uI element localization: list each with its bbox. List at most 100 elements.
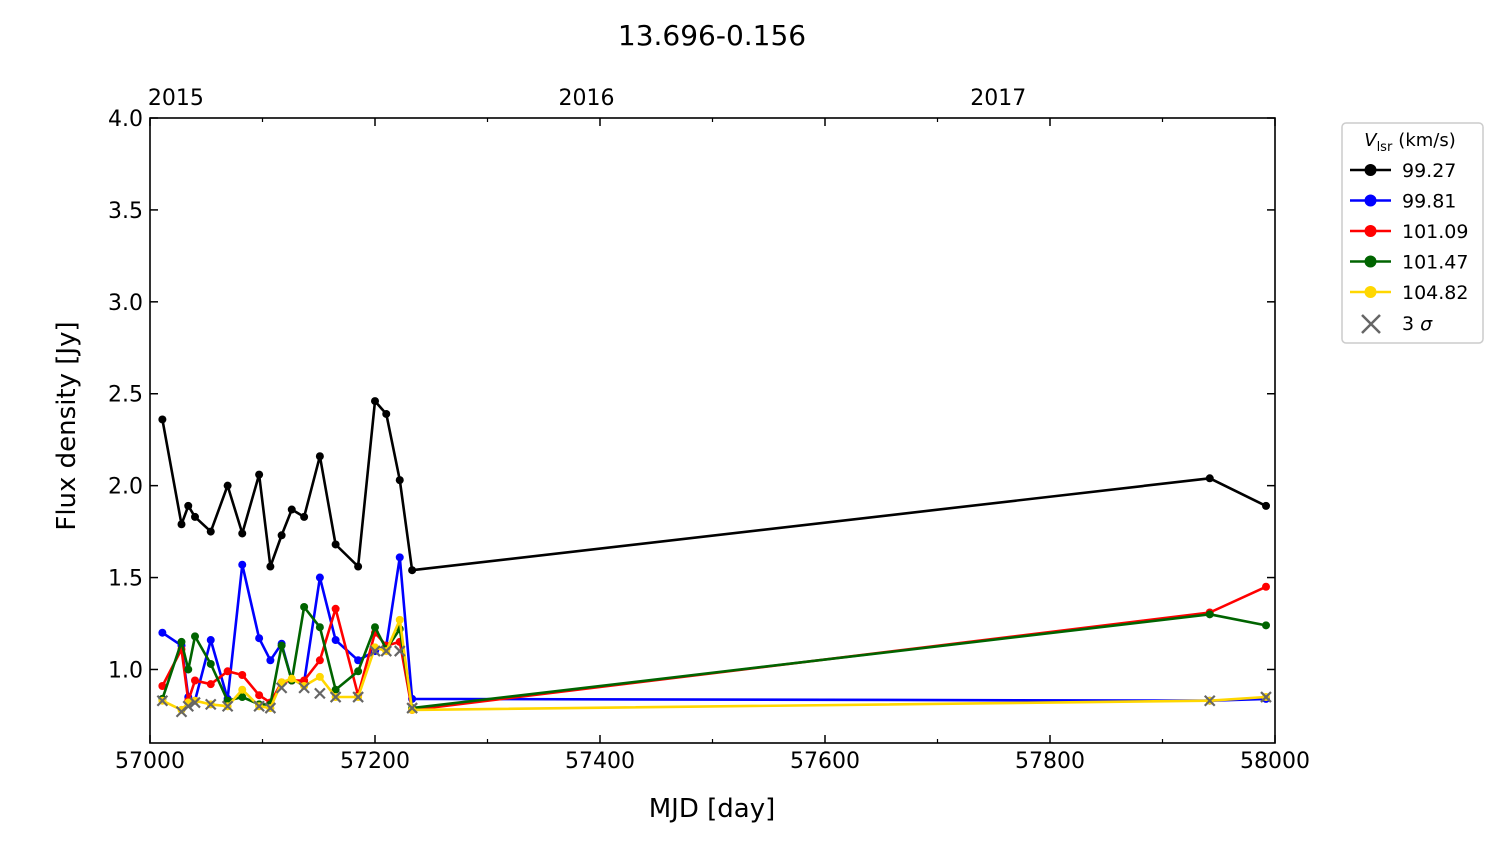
legend-title: Vlsr (km/s)	[1364, 130, 1456, 155]
data-point-99.27	[238, 529, 247, 538]
sigma3-marker	[253, 700, 265, 713]
data-point-101.09	[223, 667, 232, 676]
data-point-101.47	[184, 665, 193, 674]
data-point-99.81	[395, 553, 404, 562]
series-line-99.81	[161, 555, 1267, 703]
sigma3-marker	[264, 702, 277, 714]
data-point-99.27	[354, 562, 363, 571]
sigma3-marker	[369, 645, 381, 657]
plot-area	[156, 397, 1272, 718]
sigma3-marker	[182, 700, 195, 713]
data-point-99.81	[315, 573, 324, 582]
y-tick-label: 4.0	[108, 107, 143, 132]
legend-marker-104.82	[1364, 286, 1377, 298]
legend-title-main: V	[1364, 130, 1378, 151]
x-tick-label: 57600	[790, 749, 860, 774]
data-point-99.27	[277, 531, 286, 540]
data-point-101.09	[238, 670, 247, 679]
sigma3-marker	[352, 691, 364, 703]
y-tick-label: 2.5	[108, 383, 143, 408]
data-point-101.09	[206, 680, 215, 689]
y-tick-label: 1.0	[108, 658, 143, 683]
data-point-101.47	[300, 602, 309, 611]
y-tick-label: 1.5	[108, 567, 143, 592]
series-line-101.47	[161, 605, 1267, 710]
y-tick-label: 3.5	[108, 199, 143, 224]
data-point-101.09	[300, 676, 309, 685]
data-point-101.47	[206, 659, 215, 668]
sigma3-marker	[298, 682, 310, 694]
data-point-99.27	[266, 562, 275, 571]
data-point-99.27	[158, 415, 167, 424]
data-point-99.81	[255, 634, 264, 643]
legend-title-sub: lsr	[1377, 140, 1393, 155]
data-point-99.27	[408, 566, 417, 575]
data-point-101.47	[371, 623, 379, 632]
data-point-101.47	[1262, 621, 1270, 630]
data-point-101.47	[238, 693, 247, 702]
data-point-101.47	[354, 667, 363, 676]
sigma3-marker	[406, 702, 418, 714]
data-point-99.27	[206, 527, 215, 536]
data-point-99.27	[1205, 474, 1214, 483]
top-axis-year-label: 2017	[970, 86, 1026, 111]
sigma3-marker	[329, 691, 342, 703]
data-point-99.81	[354, 656, 363, 665]
data-point-99.27	[331, 540, 340, 549]
data-point-99.27	[287, 505, 296, 514]
data-point-101.09	[255, 691, 264, 700]
data-point-101.09	[1262, 582, 1270, 591]
top-axis-year-label: 2016	[559, 86, 615, 111]
legend-marker-99.81	[1364, 194, 1377, 207]
axis-ticks: 57000 57200 57400 57600 57800 58000 1.0 1.5 2.0 2…	[108, 86, 1310, 774]
data-point-104.82	[395, 615, 404, 624]
data-point-99.27	[371, 397, 379, 406]
data-point-99.81	[158, 628, 167, 637]
x-tick-label: 58000	[1240, 749, 1310, 774]
legend-box	[1341, 122, 1484, 344]
x-tick-label: 57400	[565, 749, 635, 774]
data-point-99.81	[238, 560, 247, 569]
data-point-101.47	[177, 637, 186, 646]
x-axis-label: MJD [day]	[649, 794, 776, 824]
data-point-99.27	[395, 476, 404, 485]
y-tick-label: 3.0	[108, 291, 143, 316]
data-point-101.47	[277, 641, 286, 650]
legend-sigma-prefix: 3	[1402, 313, 1414, 335]
sigma3-marker	[380, 645, 393, 657]
series-line-99.27	[161, 399, 1267, 572]
data-point-104.82	[300, 682, 309, 691]
legend-title-unit: (km/s)	[1398, 130, 1455, 151]
legend-sigma-marker	[1361, 314, 1381, 334]
plot-frame	[149, 117, 1276, 744]
data-point-104.82	[315, 672, 324, 681]
sigma3-marker	[204, 698, 217, 711]
data-point-99.27	[223, 481, 232, 490]
legend-label-101.47: 101.47	[1402, 252, 1468, 274]
legend-items: 99.27 99.81 101.09 101.47 104.82	[1350, 160, 1468, 304]
data-point-99.27	[1262, 501, 1270, 510]
legend-label-99.27: 99.27	[1402, 160, 1456, 182]
x-tick-label: 57800	[1015, 749, 1085, 774]
data-point-104.82	[177, 705, 186, 714]
data-point-99.27	[382, 409, 391, 418]
sigma3-marker	[221, 700, 234, 713]
data-point-104.82	[287, 674, 296, 683]
legend-marker-99.27	[1364, 164, 1377, 176]
sigma3-marker	[314, 687, 326, 700]
data-point-99.27	[184, 501, 193, 510]
data-point-99.81	[331, 636, 340, 645]
data-point-101.09	[315, 656, 324, 665]
sigma3-marker	[275, 682, 288, 694]
x-tick-label: 57000	[115, 749, 185, 774]
legend-label-99.81: 99.81	[1402, 191, 1456, 213]
sigma3-marker	[156, 694, 169, 707]
data-point-101.47	[331, 685, 340, 694]
legend-label-104.82: 104.82	[1402, 282, 1468, 304]
data-point-99.81	[206, 636, 215, 645]
data-point-104.82	[238, 685, 247, 694]
data-point-101.09	[331, 604, 340, 613]
data-point-101.47	[315, 623, 324, 632]
top-axis-year-label: 2015	[148, 86, 204, 111]
